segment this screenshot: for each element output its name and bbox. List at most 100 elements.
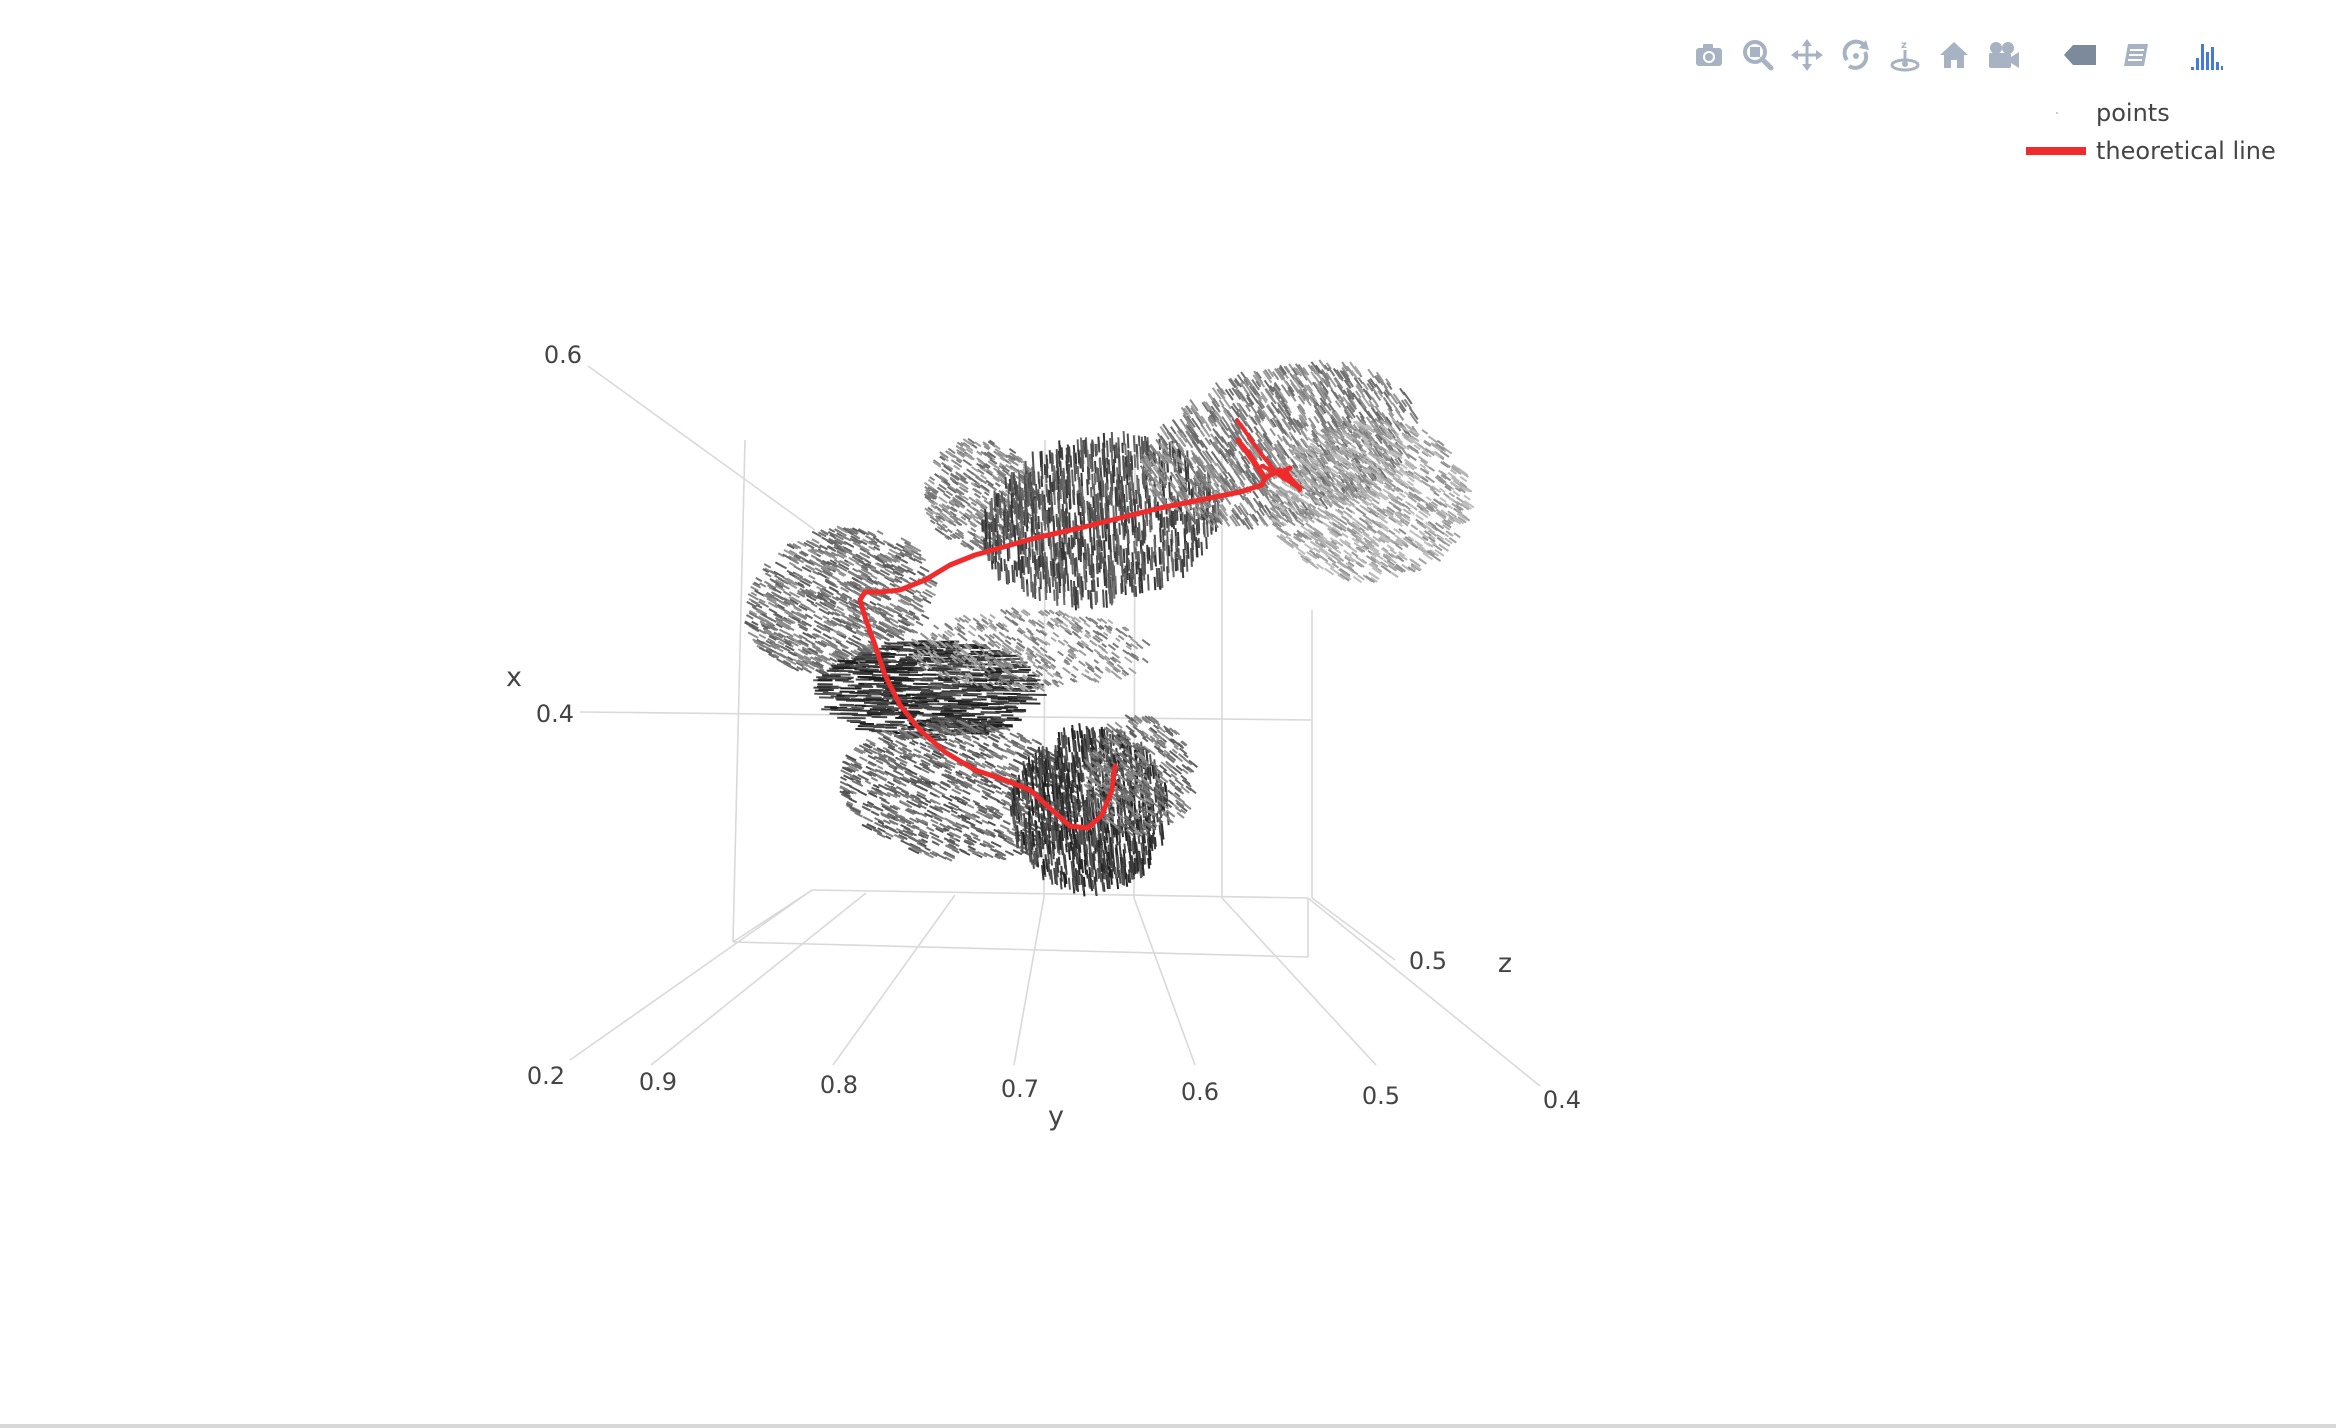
point-marker (758, 600, 770, 608)
point-marker (1383, 452, 1392, 459)
point-marker (1096, 492, 1100, 509)
point-marker (1051, 481, 1054, 493)
point-marker (1112, 581, 1116, 599)
point-marker (787, 578, 798, 586)
point-marker (1103, 458, 1107, 472)
point-marker (801, 589, 812, 598)
point-marker (997, 475, 1005, 482)
point-marker (838, 559, 846, 565)
point-marker (852, 634, 862, 641)
point-marker (1058, 440, 1062, 459)
point-marker (1310, 535, 1319, 543)
point-marker (957, 531, 965, 538)
point-marker (1029, 471, 1032, 487)
point-marker (1101, 448, 1105, 465)
point-marker (1367, 452, 1377, 459)
point-marker (1248, 402, 1258, 415)
point-marker (796, 666, 804, 671)
point-marker (1206, 476, 1213, 484)
point-marker (1392, 448, 1403, 457)
point-marker (793, 658, 801, 664)
point-marker (1352, 483, 1361, 491)
point-marker (1112, 521, 1116, 537)
point-marker (1350, 447, 1360, 455)
point-marker (1327, 367, 1336, 377)
point-marker (946, 465, 954, 471)
point-marker (1043, 464, 1047, 476)
point-marker (1385, 402, 1394, 412)
point-marker (1292, 417, 1300, 428)
point-marker (1391, 402, 1401, 414)
point-marker (1400, 482, 1409, 490)
point-marker (764, 649, 772, 655)
point-marker (1330, 496, 1339, 504)
point-marker (1364, 389, 1372, 399)
point-marker (1180, 406, 1188, 416)
point-marker (1224, 448, 1231, 457)
point-marker (1306, 551, 1318, 560)
point-marker (817, 664, 824, 669)
point-marker (1111, 464, 1115, 484)
point-marker (1115, 528, 1119, 548)
point-marker (1220, 435, 1227, 444)
point-marker (1068, 499, 1072, 510)
point-marker (882, 556, 893, 564)
point-marker (1138, 577, 1142, 594)
point-marker (1161, 440, 1169, 451)
point-marker (1094, 460, 1097, 474)
point-marker (1398, 528, 1407, 535)
point-marker (1386, 559, 1395, 567)
point-marker (776, 621, 786, 628)
point-marker (1386, 423, 1395, 431)
point-marker (852, 608, 863, 616)
point-marker (1308, 503, 1317, 510)
point-marker (893, 557, 901, 563)
point-marker (1338, 573, 1350, 582)
point-marker (1172, 452, 1182, 464)
point-marker (1326, 420, 1337, 434)
point-marker (991, 462, 1001, 470)
point-marker (1179, 555, 1183, 573)
point-marker (836, 605, 845, 612)
point-marker (1300, 513, 1307, 520)
point-marker (778, 582, 790, 590)
point-marker (862, 538, 873, 546)
point-marker (1252, 374, 1262, 386)
point-marker (1345, 405, 1356, 419)
point-marker (973, 539, 980, 545)
point-marker (1306, 483, 1314, 490)
point-marker (1257, 431, 1265, 440)
point-marker (1135, 532, 1138, 547)
point-marker (1362, 430, 1370, 440)
point-marker (1251, 513, 1259, 523)
point-marker (1147, 547, 1151, 561)
point-marker (866, 552, 876, 559)
point-marker (1087, 509, 1090, 521)
point-marker (1106, 464, 1110, 475)
point-marker (987, 483, 998, 491)
point-marker (1294, 363, 1304, 375)
point-marker (941, 523, 948, 529)
point-marker (1418, 530, 1426, 536)
point-marker (1195, 511, 1203, 521)
point-marker (1114, 575, 1117, 586)
point-marker (1402, 537, 1412, 545)
point-marker (1276, 534, 1288, 544)
point-marker (1205, 517, 1214, 528)
point-marker (1132, 566, 1135, 580)
point-marker (833, 539, 843, 546)
point-marker (925, 511, 934, 519)
point-marker (1373, 467, 1382, 474)
point-marker (947, 519, 957, 527)
point-marker (1346, 528, 1354, 535)
point-marker (1160, 565, 1163, 578)
point-marker (1006, 571, 1010, 584)
point-marker (783, 579, 792, 586)
point-marker (927, 486, 938, 495)
point-marker (1012, 472, 1016, 485)
point-marker (1345, 387, 1354, 398)
point-marker (1422, 507, 1430, 514)
point-marker (884, 618, 893, 625)
point-marker (1222, 409, 1233, 423)
